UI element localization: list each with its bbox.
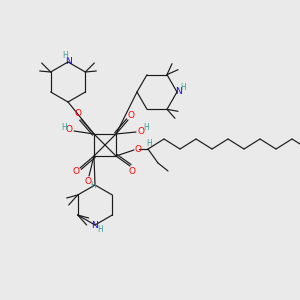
Text: H: H: [61, 122, 67, 131]
Text: N: N: [92, 221, 98, 230]
Text: N: N: [66, 56, 72, 65]
Text: H: H: [97, 226, 103, 235]
Text: O: O: [85, 176, 92, 185]
Text: O: O: [128, 110, 134, 119]
Text: O: O: [128, 167, 136, 176]
Text: O: O: [74, 110, 82, 118]
Text: O: O: [134, 145, 142, 154]
Text: O: O: [73, 167, 80, 176]
Text: H: H: [90, 181, 96, 190]
Text: N: N: [175, 88, 182, 97]
Text: H: H: [143, 124, 149, 133]
Text: O: O: [65, 125, 73, 134]
Text: O: O: [137, 127, 145, 136]
Text: H: H: [180, 83, 186, 92]
Text: H: H: [146, 140, 152, 148]
Text: H: H: [62, 52, 68, 61]
